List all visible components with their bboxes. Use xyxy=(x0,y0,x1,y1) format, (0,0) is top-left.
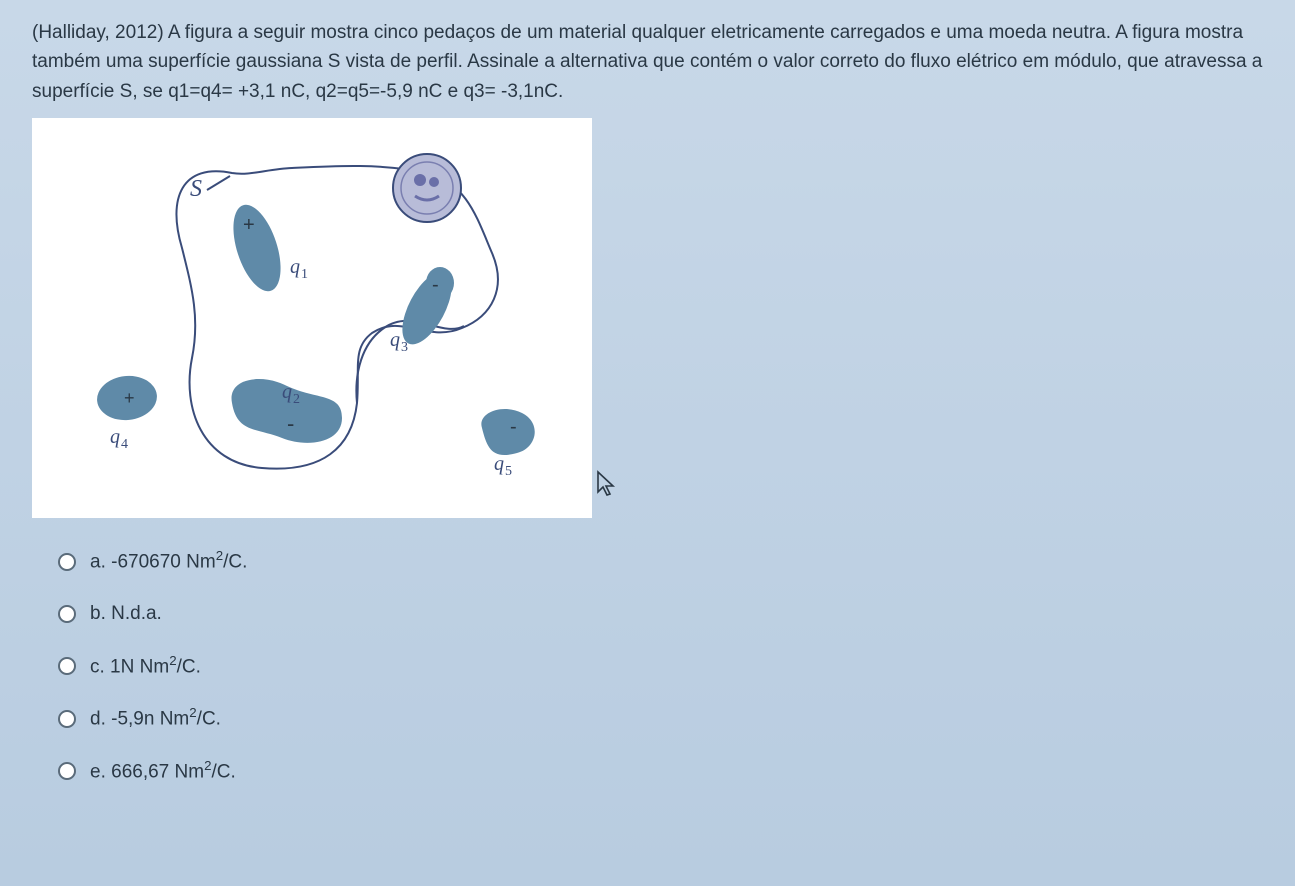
svg-text:-: - xyxy=(432,274,439,296)
svg-text:-: - xyxy=(510,416,517,438)
svg-text:+: + xyxy=(124,388,135,408)
figure: S + q 1 - q 2 - q 3 xyxy=(32,118,592,518)
svg-text:q: q xyxy=(110,426,120,448)
question-text: (Halliday, 2012) A figura a seguir mostr… xyxy=(32,18,1263,106)
options-list: a. -670670 Nm2/C. b. N.d.a. c. 1N Nm2/C.… xyxy=(58,546,1263,787)
charge-q1: + q 1 xyxy=(224,199,308,297)
svg-text:1: 1 xyxy=(301,267,308,282)
option-label: c. 1N Nm2/C. xyxy=(90,651,201,682)
charge-q2: - q 2 xyxy=(232,379,342,443)
option-label: a. -670670 Nm2/C. xyxy=(90,546,247,577)
option-b[interactable]: b. N.d.a. xyxy=(58,599,1263,628)
option-label: d. -5,9n Nm2/C. xyxy=(90,703,221,734)
svg-text:q: q xyxy=(282,381,292,403)
option-label: b. N.d.a. xyxy=(90,599,162,628)
svg-text:+: + xyxy=(243,214,255,236)
option-a[interactable]: a. -670670 Nm2/C. xyxy=(58,546,1263,577)
svg-text:q: q xyxy=(390,329,400,351)
mouse-cursor-icon xyxy=(595,470,619,498)
svg-text:q: q xyxy=(494,453,504,475)
option-c[interactable]: c. 1N Nm2/C. xyxy=(58,651,1263,682)
charge-q4: + q 4 xyxy=(95,373,159,452)
radio-icon[interactable] xyxy=(58,657,76,675)
option-label: e. 666,67 Nm2/C. xyxy=(90,756,236,787)
surface-label: S xyxy=(190,176,202,202)
option-e[interactable]: e. 666,67 Nm2/C. xyxy=(58,756,1263,787)
radio-icon[interactable] xyxy=(58,710,76,728)
svg-text:5: 5 xyxy=(505,464,512,479)
svg-text:3: 3 xyxy=(401,340,408,355)
radio-icon[interactable] xyxy=(58,605,76,623)
svg-text:2: 2 xyxy=(293,392,300,407)
svg-text:4: 4 xyxy=(121,437,128,452)
radio-icon[interactable] xyxy=(58,553,76,571)
charge-q3: - q 3 xyxy=(390,265,462,356)
radio-icon[interactable] xyxy=(58,762,76,780)
figure-svg: S + q 1 - q 2 - q 3 xyxy=(32,118,592,518)
s-tick xyxy=(207,176,230,190)
svg-text:-: - xyxy=(287,411,294,436)
coin xyxy=(393,154,461,222)
option-d[interactable]: d. -5,9n Nm2/C. xyxy=(58,703,1263,734)
svg-text:q: q xyxy=(290,256,300,278)
charge-q5: - q 5 xyxy=(481,409,534,479)
